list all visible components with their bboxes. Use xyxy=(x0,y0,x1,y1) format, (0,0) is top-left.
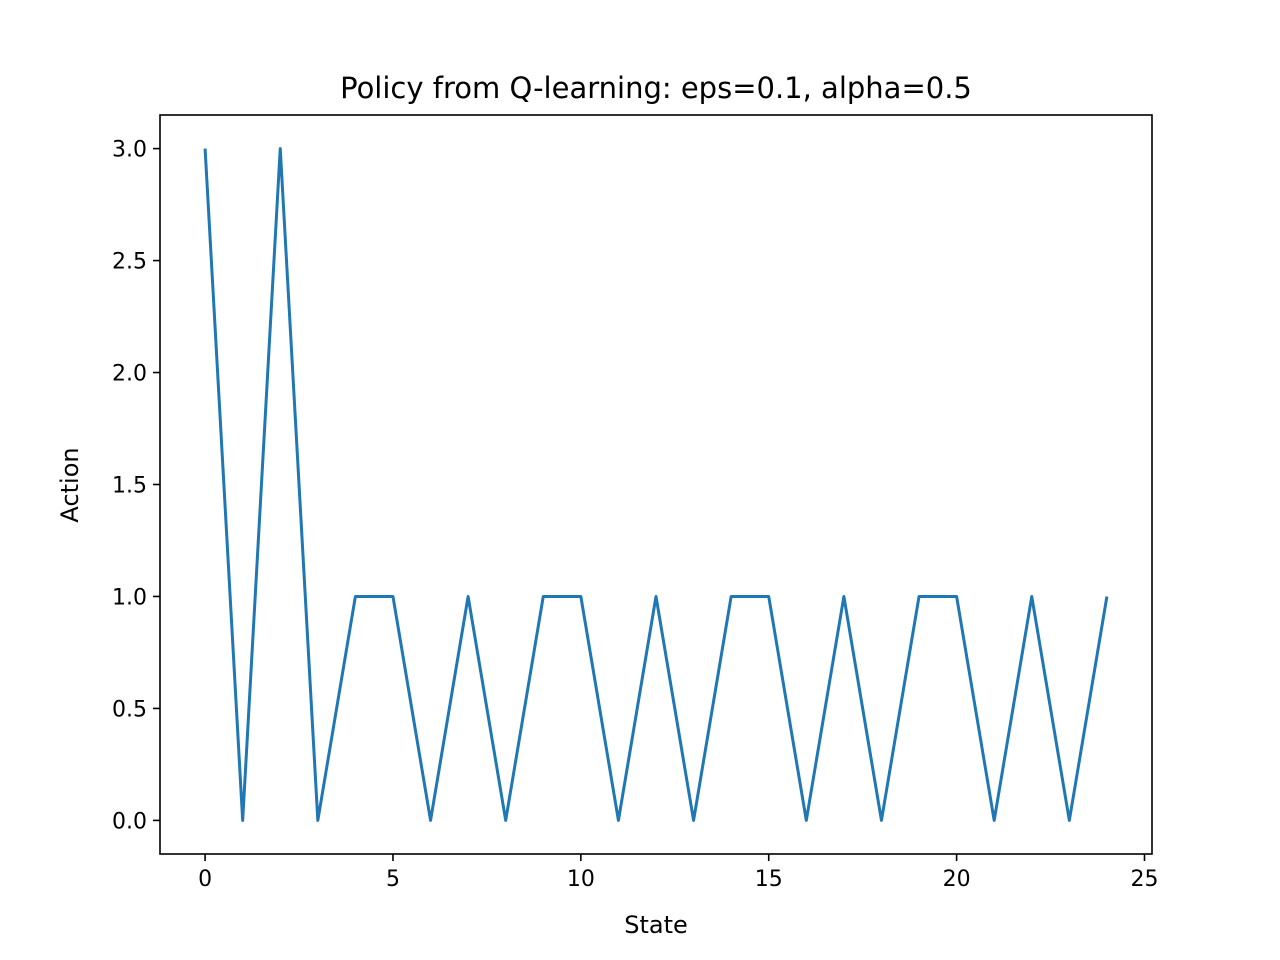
y-tick-label: 0.0 xyxy=(112,809,147,834)
series-line-0 xyxy=(203,147,1109,822)
y-tick-label: 1.0 xyxy=(112,585,147,610)
data-point xyxy=(692,819,695,822)
y-axis-label: Action xyxy=(56,447,84,522)
data-point xyxy=(918,595,921,598)
x-tick-label: 20 xyxy=(943,867,971,892)
data-point xyxy=(730,595,733,598)
data-point xyxy=(542,595,545,598)
x-tick-label: 0 xyxy=(198,867,212,892)
data-point xyxy=(504,819,507,822)
data-point xyxy=(579,595,582,598)
data-point xyxy=(279,147,282,150)
data-point xyxy=(354,595,357,598)
data-point xyxy=(1030,595,1033,598)
data-point xyxy=(241,819,244,822)
data-point xyxy=(805,819,808,822)
x-tick-label: 25 xyxy=(1130,867,1158,892)
data-point xyxy=(204,147,207,150)
data-point xyxy=(655,595,658,598)
x-tick-label: 5 xyxy=(386,867,400,892)
data-point xyxy=(617,819,620,822)
data-point xyxy=(842,595,845,598)
data-point xyxy=(880,819,883,822)
data-point xyxy=(767,595,770,598)
y-tick-label: 2.5 xyxy=(112,250,147,275)
data-point xyxy=(1105,595,1108,598)
y-tick-label: 2.0 xyxy=(112,362,147,387)
x-tick-label: 10 xyxy=(567,867,595,892)
y-tick-label: 3.0 xyxy=(112,138,147,163)
x-tick-label: 15 xyxy=(755,867,783,892)
data-point xyxy=(391,595,394,598)
data-point xyxy=(467,595,470,598)
data-point xyxy=(316,819,319,822)
y-axis-ticks: 0.0 0.5 1.0 1.5 2.0 2.5 3.0 xyxy=(112,138,160,834)
y-tick-label: 0.5 xyxy=(112,697,147,722)
data-point xyxy=(429,819,432,822)
x-axis-label: State xyxy=(624,911,688,939)
data-point xyxy=(955,595,958,598)
y-tick-label: 1.5 xyxy=(112,474,147,499)
x-axis-ticks: 0 5 10 15 20 25 xyxy=(198,854,1158,892)
chart-title: Policy from Q-learning: eps=0.1, alpha=0… xyxy=(340,71,972,105)
data-point xyxy=(993,819,996,822)
data-point xyxy=(1068,819,1071,822)
plot-layer xyxy=(203,147,1109,822)
